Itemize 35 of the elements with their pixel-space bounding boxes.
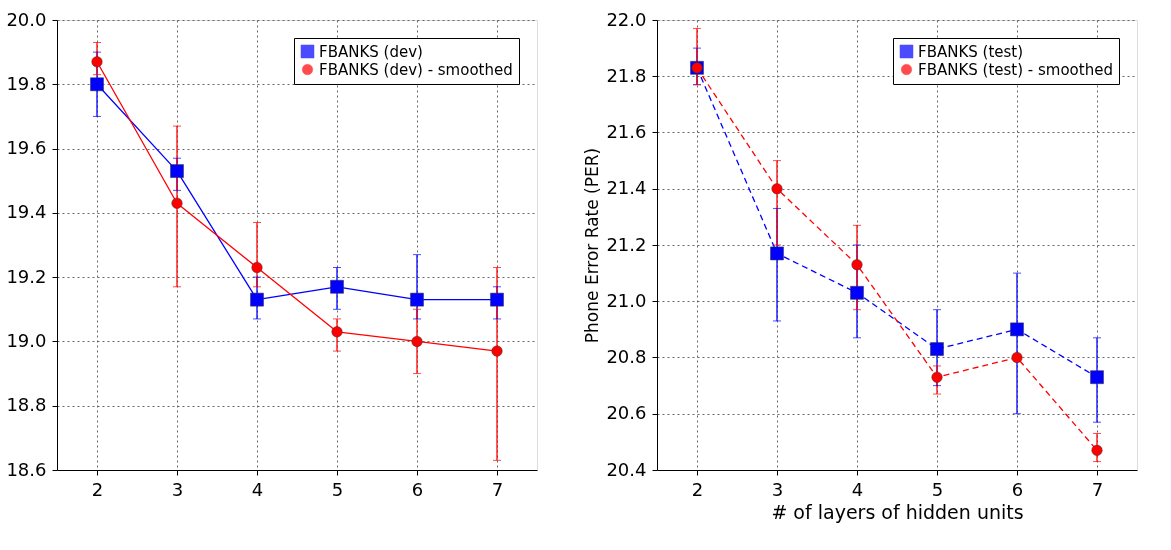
y-axis-title: Phone Error Rate (PER) — [582, 147, 603, 344]
y-tick-label: 22.0 — [606, 8, 647, 30]
y-tick-label: 21.0 — [606, 289, 647, 311]
y-tick-label: 19.8 — [6, 72, 47, 94]
y-tick-label: 19.6 — [6, 137, 47, 159]
y-tick-label: 18.6 — [6, 458, 47, 480]
legend-label: FBANKS (dev) — [319, 42, 423, 61]
x-tick-label: 6 — [1011, 478, 1024, 500]
x-tick-label: 3 — [771, 478, 784, 500]
x-tick-label: 6 — [411, 478, 424, 500]
x-tick-label: 2 — [691, 478, 704, 500]
y-tick-label: 20.4 — [606, 458, 647, 480]
legend-label: FBANKS (test) - smoothed — [918, 60, 1113, 79]
y-tick-label: 21.4 — [606, 177, 647, 199]
x-tick-label: 5 — [931, 478, 944, 500]
y-tick-label: 20.6 — [606, 402, 647, 424]
x-tick-label: 7 — [1091, 478, 1104, 500]
x-tick-label: 5 — [331, 478, 344, 500]
y-tick-label: 21.2 — [606, 233, 647, 255]
y-tick-label: 21.8 — [606, 64, 647, 86]
x-tick-label: 2 — [91, 478, 104, 500]
y-tick-label: 20.0 — [6, 8, 47, 30]
x-tick-label: 4 — [251, 478, 264, 500]
x-tick-label: 4 — [851, 478, 864, 500]
legend-label: FBANKS (dev) - smoothed — [319, 60, 513, 79]
legend-label: FBANKS (test) — [918, 42, 1024, 61]
y-tick-label: 20.8 — [606, 346, 647, 367]
x-tick-label: 3 — [171, 478, 184, 500]
y-tick-label: 18.8 — [6, 394, 47, 416]
y-tick-label: 19.0 — [6, 329, 47, 351]
x-axis-title: # of layers of hidden units — [771, 500, 1024, 523]
y-tick-label: 21.6 — [606, 121, 647, 142]
y-tick-label: 19.4 — [6, 201, 47, 223]
y-tick-label: 19.2 — [6, 265, 47, 287]
x-tick-label: 7 — [491, 478, 504, 500]
